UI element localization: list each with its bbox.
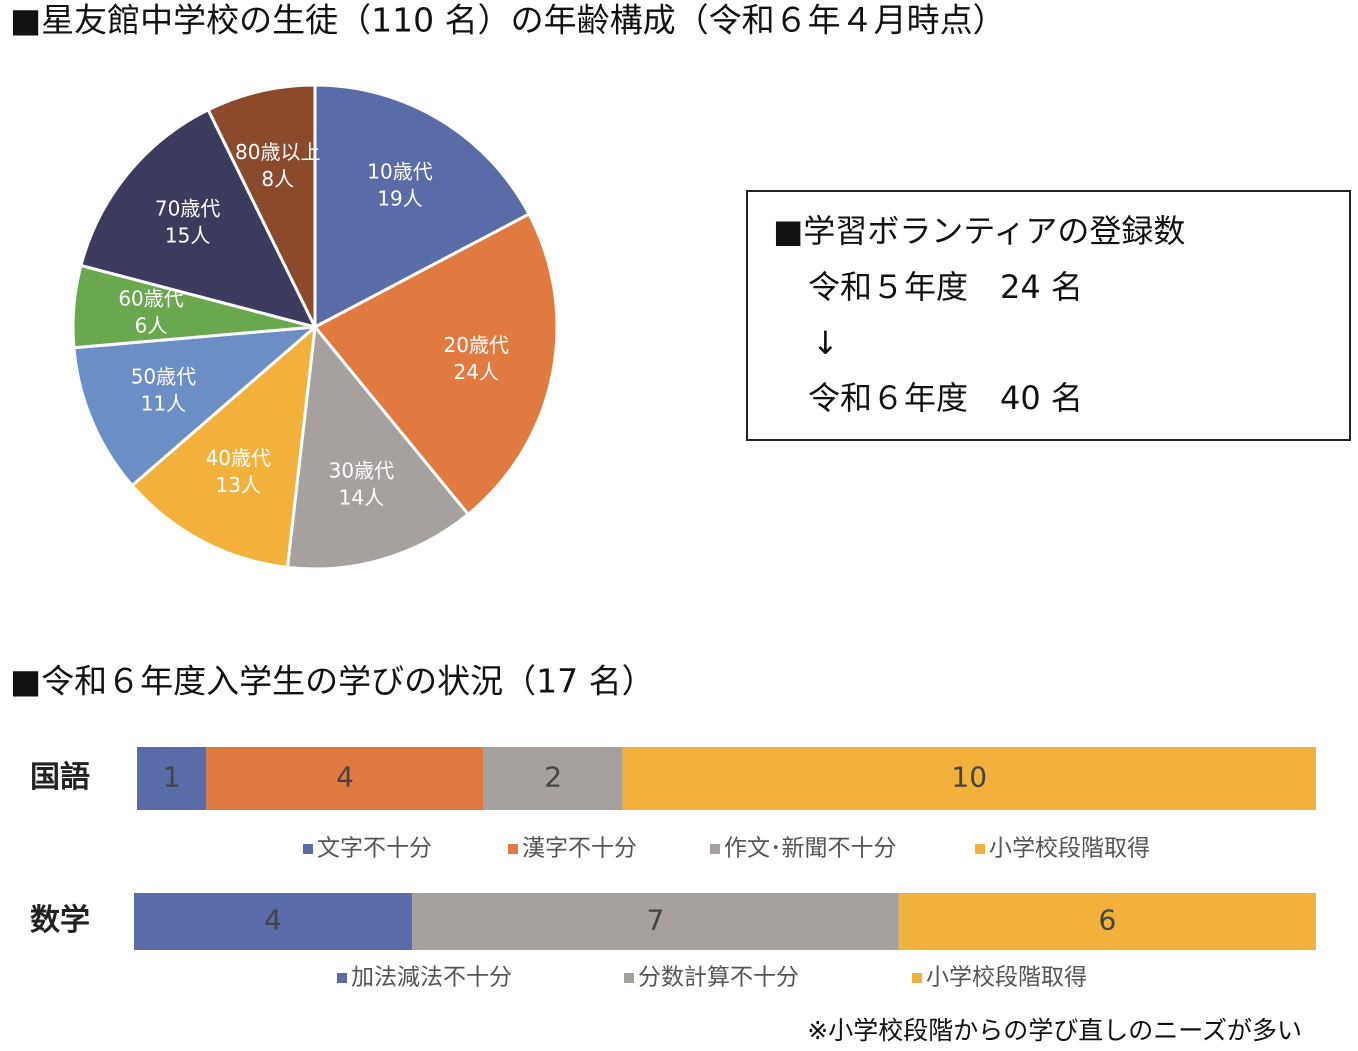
box-line: ↓ [812, 324, 839, 362]
pie-slice [129, 323, 317, 570]
legend-text: 漢字不十分 [522, 836, 637, 862]
slice-value: 13人 [215, 473, 260, 497]
bar-value: 4 [264, 904, 282, 937]
bar-segment [483, 747, 623, 810]
chart-title: ■星友館中学校の生徒（110 名）の年齢構成（令和６年４月時点） [10, 1, 1006, 40]
category-label: 数学 [30, 903, 90, 938]
legend-swatch [624, 973, 634, 983]
box-title: ■学習ボランティアの登録数 [773, 212, 1185, 250]
slice-value: 11人 [141, 392, 186, 416]
legend-text: 文字不十分 [317, 836, 432, 862]
bar-value: 6 [1098, 904, 1116, 937]
bar-value: 1 [163, 761, 181, 794]
chart-title: ■令和６年度入学生の学びの状況（17 名） [10, 662, 655, 701]
slice-category: 20歳代 [444, 333, 509, 357]
slice-category: 50歳代 [131, 365, 196, 389]
bar-value: 7 [647, 904, 665, 937]
category-label: 国語 [30, 760, 90, 795]
legend-text: 加法減法不十分 [351, 965, 512, 991]
slice-category: 10歳代 [367, 160, 432, 184]
bar-segment [412, 893, 899, 950]
bar-value: 4 [336, 761, 354, 794]
legend-text: 作文･新聞不十分 [724, 836, 897, 862]
bar-value: 2 [544, 761, 562, 794]
slice-category: 70歳代 [155, 196, 220, 220]
pie-slice [206, 83, 317, 328]
slice-value: 19人 [377, 187, 422, 211]
legend-text: 小学校段階取得 [926, 965, 1087, 991]
legend-swatch [337, 973, 347, 983]
legend-swatch [508, 844, 518, 854]
bar-segment [134, 893, 413, 950]
pie-slice [312, 212, 559, 517]
slice-value: 15人 [165, 223, 210, 247]
slice-value: 8人 [261, 167, 294, 191]
legend-swatch [303, 844, 313, 854]
slice-category: 40歳代 [205, 446, 270, 470]
slice-category: 30歳代 [329, 458, 394, 482]
bar-segment [206, 747, 484, 810]
legend-swatch [710, 844, 720, 854]
pie-slice [79, 107, 318, 330]
info-box [746, 190, 1351, 441]
legend-text: 小学校段階取得 [989, 836, 1150, 862]
box-line: 令和６年度 40 名 [808, 379, 1083, 417]
bar-segment [137, 747, 207, 810]
slice-value: 14人 [339, 485, 384, 509]
pie-slice [313, 83, 532, 330]
pie-slice [285, 323, 471, 571]
pie-slice [72, 325, 320, 488]
bar-segment [898, 893, 1316, 950]
slice-category: 80歳以上 [235, 140, 320, 164]
legend-text: 分数計算不十分 [638, 965, 799, 991]
note: ※小学校段階からの学び直しのニーズが多い [807, 1016, 1302, 1045]
bar-value: 10 [951, 761, 987, 794]
box-line: 令和５年度 24 名 [808, 268, 1083, 306]
legend-swatch [912, 973, 922, 983]
bar-segment [622, 747, 1316, 810]
legend-swatch [975, 844, 985, 854]
slice-value: 6人 [135, 313, 168, 337]
slice-value: 24人 [454, 360, 499, 384]
